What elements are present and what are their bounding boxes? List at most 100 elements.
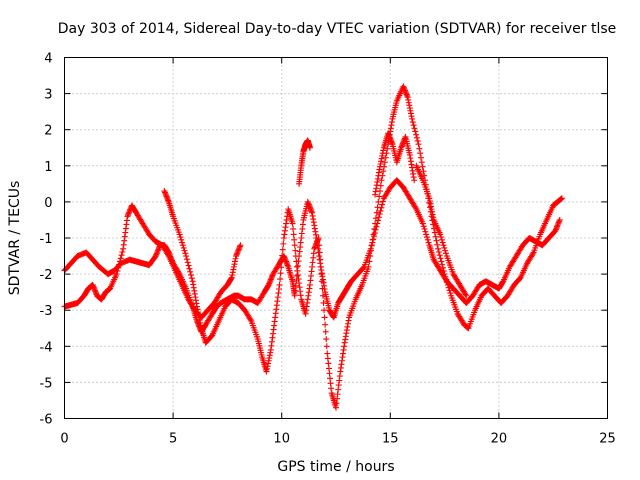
x-tick-label: 25 (599, 432, 616, 447)
data-point-plus (178, 236, 185, 243)
y-tick-label: 1 (44, 160, 52, 175)
data-point-plus (113, 271, 120, 278)
data-point-plus (368, 242, 375, 249)
data-point-plus (413, 134, 420, 141)
data-point-plus (321, 307, 328, 314)
x-tick-label: 20 (491, 432, 508, 447)
data-point-plus (438, 234, 445, 241)
y-tick-label: -1 (40, 232, 53, 247)
data-point-plus (119, 248, 126, 255)
data-point-plus (177, 234, 184, 241)
data-point-plus (293, 258, 300, 265)
data-point-plus (442, 273, 449, 280)
data-point-plus (179, 242, 186, 249)
data-point-plus (412, 128, 419, 135)
data-point-plus (435, 245, 442, 252)
data-point-plus (183, 256, 190, 263)
series-trace-d (296, 137, 313, 187)
data-point-plus (318, 271, 325, 278)
data-point-plus (444, 281, 451, 288)
data-point-plus (292, 253, 299, 260)
data-point-plus (367, 253, 374, 260)
data-point-plus (372, 215, 379, 222)
data-point-plus (419, 220, 426, 227)
data-point-plus (186, 265, 193, 272)
data-point-plus (279, 252, 286, 259)
data-point-plus (291, 236, 298, 243)
data-point-plus (114, 267, 121, 274)
data-point-plus (425, 239, 432, 246)
series-trace-e (372, 130, 418, 198)
y-tick-label: -5 (40, 376, 53, 391)
data-point-plus (378, 177, 385, 184)
data-point-plus (382, 154, 389, 161)
data-point-plus (373, 209, 380, 216)
data-point-plus (423, 231, 430, 238)
data-point-plus (447, 290, 454, 297)
data-point-plus (432, 233, 439, 240)
data-point-plus (433, 237, 440, 244)
data-point-plus (434, 241, 441, 248)
y-tick-label: -2 (40, 268, 53, 283)
data-point-plus (322, 321, 329, 328)
data-point-plus (278, 264, 285, 271)
data-point-plus (289, 220, 296, 227)
data-point-plus (439, 261, 446, 268)
data-point-plus (321, 314, 328, 321)
data-point-plus (182, 250, 189, 257)
data-point-plus (445, 284, 452, 291)
data-point-plus (381, 159, 388, 166)
y-tick-labels: -6 -5 -4 -3 -2 -1 0 1 2 3 4 (40, 52, 53, 428)
data-point-plus (185, 262, 192, 269)
data-point-plus (424, 236, 431, 243)
data-point-plus (422, 228, 429, 235)
data-point-plus (306, 144, 313, 151)
data-point-plus (180, 244, 187, 251)
data-point-plus (187, 268, 194, 275)
data-point-plus (323, 343, 330, 350)
data-point-plus (414, 137, 421, 144)
plot-frame (64, 57, 608, 419)
x-tick-label: 5 (169, 432, 177, 447)
data-point-plus (292, 247, 299, 254)
data-point-plus (360, 264, 367, 271)
data-point-plus (463, 292, 470, 299)
series-trace-f (413, 162, 470, 299)
data-point-plus (439, 264, 446, 271)
series-trace-c (161, 83, 565, 411)
data-point-plus (188, 272, 195, 279)
data-point-plus (372, 226, 379, 233)
data-point-plus (438, 236, 445, 243)
data-point-plus (436, 252, 443, 259)
data-point-plus (440, 267, 447, 274)
data-point-plus (368, 247, 375, 254)
axis-ticks (64, 57, 608, 419)
y-tick-label: -3 (40, 304, 53, 319)
data-point-plus (411, 125, 418, 132)
data-point-plus (409, 119, 416, 126)
y-axis-label: SDTVAR / TECUs (7, 181, 23, 296)
data-point-plus (379, 201, 386, 208)
data-point-plus (423, 234, 430, 241)
data-point-plus (440, 242, 447, 249)
data-point-plus (417, 150, 424, 157)
data-point-plus (290, 231, 297, 238)
data-point-plus (442, 250, 449, 257)
data-point-plus (413, 131, 420, 138)
data-point-plus (370, 231, 377, 238)
data-point-plus (290, 225, 297, 232)
data-point-plus (558, 195, 565, 202)
data-point-plus (116, 261, 123, 268)
data-point-plus (118, 252, 125, 259)
y-tick-label: -4 (40, 340, 53, 355)
data-point-plus (375, 214, 382, 221)
data-point-plus (442, 247, 449, 254)
data-point-plus (176, 231, 183, 238)
data-point-plus (415, 141, 422, 148)
data-point-plus (318, 278, 325, 285)
data-point-plus (462, 291, 469, 298)
data-point-plus (376, 193, 383, 200)
data-point-plus (247, 316, 254, 323)
data-point-plus (374, 204, 381, 211)
